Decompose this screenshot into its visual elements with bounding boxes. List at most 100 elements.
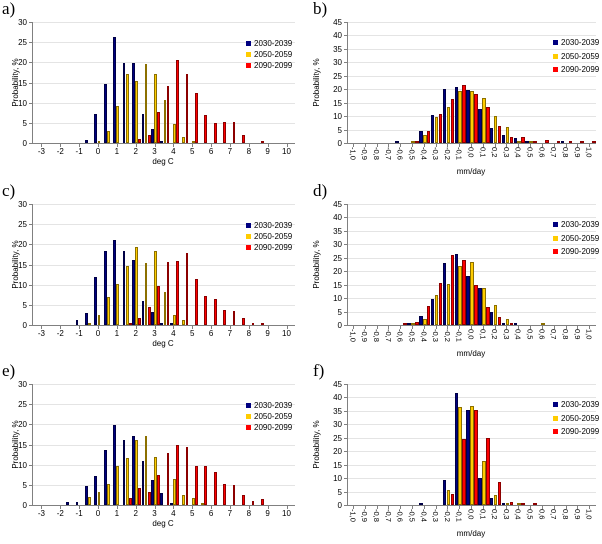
x-tick-label: -1 (75, 509, 83, 518)
x-tick-label: -0,8 (372, 509, 381, 522)
bar-2050-2059 (446, 107, 451, 143)
x-tick-label: 0,9 (572, 509, 582, 520)
bar-2050-2059 (505, 503, 510, 505)
x-tick-label: 1,0 (584, 509, 594, 520)
bar-2030-2039 (160, 492, 164, 505)
x-tick (192, 326, 194, 329)
legend-item: 2090-2099 (553, 63, 599, 77)
y-tick (29, 304, 32, 306)
x-tick (135, 144, 137, 147)
x-tick (173, 144, 175, 147)
legend-label: 2050-2059 (254, 232, 293, 241)
bar-2090-2099 (486, 437, 490, 505)
bar-2090-2099 (147, 134, 151, 143)
x-tick (229, 326, 231, 329)
y-tick (29, 424, 32, 426)
legend-label: 2030-2039 (561, 220, 600, 230)
x-tick-label: -2 (56, 147, 64, 156)
bar-2030-2039 (122, 63, 126, 143)
legend-item: 2050-2059 (553, 232, 599, 246)
x-tick-label: 0,0 (466, 329, 476, 340)
bar-2050-2059 (458, 265, 462, 325)
x-tick (482, 144, 484, 147)
bar-2090-2099 (129, 498, 132, 505)
bar-2050-2059 (482, 97, 486, 143)
gridline (33, 42, 295, 44)
x-tick-label: 10 (282, 147, 291, 156)
x-tick (423, 326, 425, 329)
y-tick (29, 505, 32, 506)
y-tick (344, 48, 347, 50)
x-tick (530, 506, 531, 509)
x-tick-label: 1 (114, 329, 120, 338)
bar-2030-2039 (85, 486, 88, 505)
x-tick-label: -0,2 (442, 329, 452, 342)
y-tick-label: 5 (22, 118, 27, 128)
bar-2030-2039 (478, 478, 482, 505)
y-tick-label: 35 (333, 226, 342, 236)
y-tick (29, 325, 32, 326)
bar-2090-2099 (242, 494, 245, 505)
y-tick-label: 25 (18, 400, 27, 410)
y-tick (344, 217, 347, 219)
x-tick (60, 144, 62, 147)
bar-2030-2039 (430, 298, 435, 325)
x-tick (494, 326, 496, 329)
y-tick-label: 40 (333, 213, 342, 223)
y-tick-label: 40 (333, 393, 342, 403)
y-tick (29, 244, 32, 246)
gridline (33, 464, 295, 466)
x-tick (518, 506, 520, 509)
legend-item: 2030-2039 (246, 400, 292, 411)
bar-2030-2039 (489, 311, 494, 325)
x-tick-label: 0,6 (537, 147, 547, 158)
bar-2090-2099 (147, 307, 151, 325)
gridline (33, 204, 295, 205)
bar-2050-2059 (154, 73, 157, 143)
gridline (33, 244, 295, 246)
legend-label: 2030-2039 (561, 38, 600, 48)
x-tick-label: -0,2 (442, 147, 452, 160)
bar-2090-2099 (185, 447, 189, 505)
bar-2090-2099 (213, 472, 217, 505)
x-tick (541, 144, 543, 147)
bar-2030-2039 (141, 301, 145, 325)
panel-e: e) Probability, % deg C 2030-2039 2050-20… (0, 361, 301, 543)
bar-2050-2059 (125, 266, 129, 325)
legend-swatch-2030-2039 (553, 402, 558, 408)
bar-2030-2039 (454, 254, 459, 325)
bar-2050-2059 (173, 314, 176, 325)
x-tick-label: -1,0 (348, 509, 358, 522)
x-tick-label: 3 (152, 509, 157, 518)
x-tick-label: 2 (133, 147, 138, 156)
x-tick (229, 506, 231, 509)
y-tick-label: 15 (18, 78, 27, 88)
x-tick-label: -0,6 (395, 147, 405, 160)
x-tick-label: 0,1 (478, 509, 488, 520)
bar-2050-2059 (411, 323, 415, 325)
x-tick-label: -1,0 (348, 147, 358, 160)
y-tick (344, 244, 347, 246)
x-tick-label: -0,3 (431, 329, 441, 342)
legend-swatch-2090-2099 (553, 429, 558, 435)
bar-2090-2099 (260, 141, 264, 143)
x-tick (435, 326, 437, 329)
y-tick (344, 129, 347, 131)
y-tick-label: 20 (18, 420, 27, 430)
y-tick-label: 25 (18, 38, 27, 48)
bar-2050-2059 (446, 283, 451, 325)
bar-2090-2099 (260, 323, 264, 325)
bar-2050-2059 (458, 90, 462, 143)
bar-2050-2059 (470, 91, 474, 143)
x-tick (494, 144, 496, 147)
x-tick (98, 144, 99, 147)
x-tick-label: 7 (227, 509, 233, 518)
x-tick (79, 326, 81, 329)
bar-2090-2099 (204, 295, 208, 325)
x-tick-label: -0,7 (383, 329, 393, 342)
x-tick (400, 506, 402, 509)
bar-2030-2039 (94, 276, 98, 325)
bar-2030-2039 (501, 134, 506, 143)
bar-2050-2059 (135, 80, 139, 143)
x-tick-label: -0,9 (360, 147, 370, 160)
